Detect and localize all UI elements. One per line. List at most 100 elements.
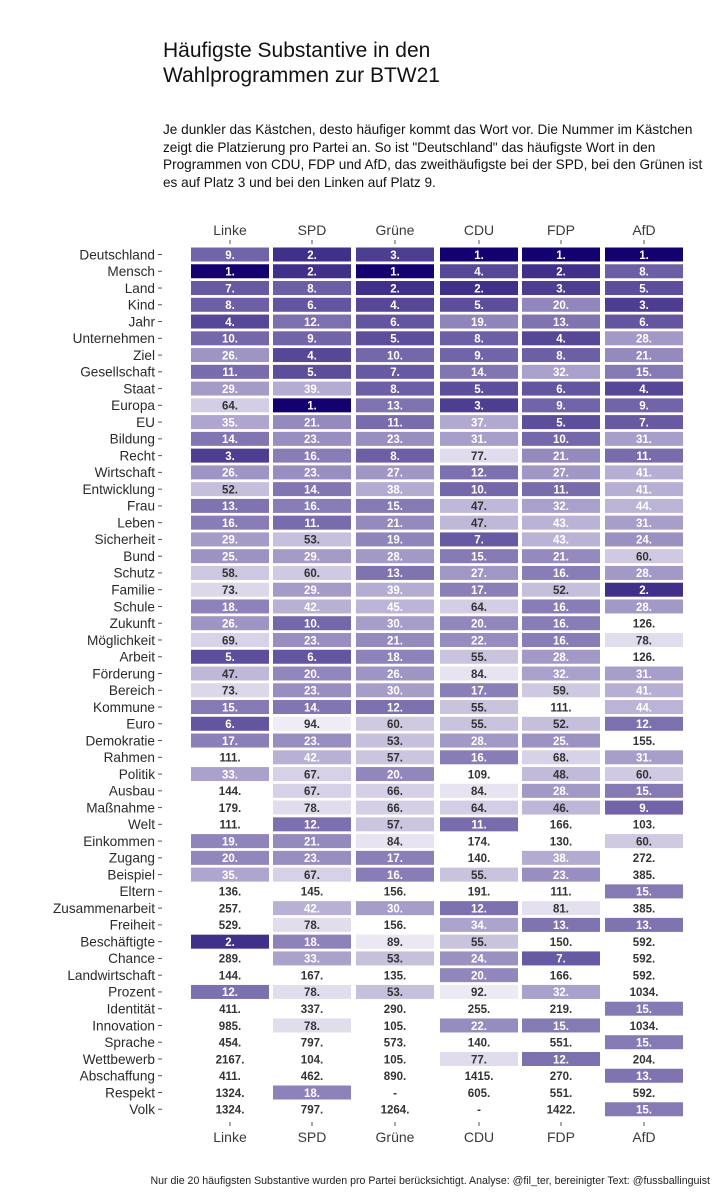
cell-label-14-5: 27. (553, 468, 569, 480)
heatmap-cell-40-3 (356, 901, 434, 916)
row-label-38: Beispiel (107, 867, 155, 882)
cell-label-23-5: 16. (553, 619, 569, 631)
row-label-45: Prozent (108, 985, 155, 1000)
row-label-29: Euro (126, 717, 155, 732)
cell-label-13-5: 21. (553, 451, 569, 463)
cell-label-10-4: 3. (474, 401, 484, 413)
heatmap-cell-17-5 (522, 515, 600, 530)
cell-label-22-1: 18. (222, 602, 238, 614)
heatmap-cell-13-6 (605, 448, 683, 463)
heatmap-cell-30-5 (522, 733, 600, 748)
heatmap-cell-28-3 (356, 700, 434, 715)
cell-label-29-1: 6. (225, 719, 235, 731)
heatmap-cell-35-3 (356, 817, 434, 832)
cell-label-47-1: 985. (219, 1021, 241, 1033)
heatmap-cell-21-4 (440, 582, 518, 597)
heatmap-cell-21-1 (191, 582, 269, 597)
heatmap-cell-23-1 (191, 616, 269, 631)
cell-label-13-3: 8. (390, 451, 400, 463)
cell-label-31-5: 68. (553, 753, 569, 765)
column-label-top-6: AfD (632, 222, 655, 238)
cell-label-38-6: 385. (633, 870, 655, 882)
row-label-11: EU (136, 415, 155, 430)
heatmap-cell-14-5 (522, 465, 600, 480)
cell-label-32-6: 60. (636, 769, 652, 781)
cell-label-8-1: 11. (222, 367, 237, 379)
cell-label-42-4: 55. (471, 937, 487, 949)
cell-label-49-3: 105. (384, 1054, 406, 1066)
cell-label-19-6: 60. (636, 551, 652, 563)
row-label-2: Mensch (107, 264, 155, 279)
cell-label-6-5: 4. (556, 334, 566, 346)
heatmap-cell-47-4 (440, 1018, 518, 1033)
heatmap-cell-1-4 (440, 247, 518, 262)
heatmap-cell-21-6 (605, 582, 683, 597)
cell-label-14-4: 12. (471, 468, 487, 480)
heatmap-cell-32-1 (191, 767, 269, 782)
cell-label-48-2: 797. (301, 1038, 323, 1050)
cell-label-31-2: 42. (304, 753, 320, 765)
heatmap-cell-33-6 (605, 783, 683, 798)
row-label-18: Sicherheit (95, 532, 156, 547)
heatmap-cell-45-5 (522, 984, 600, 999)
heatmap-cell-45-1 (191, 984, 269, 999)
heatmap-cell-34-3 (356, 800, 434, 815)
column-label-bottom-2: SPD (298, 1129, 327, 1145)
cell-label-37-3: 17. (387, 853, 403, 865)
heatmap-cell-25-2 (273, 649, 351, 664)
heatmap-cell-41-2 (273, 917, 351, 932)
heatmap-cell-3-1 (191, 281, 269, 296)
cell-label-1-3: 3. (390, 250, 400, 262)
heatmap-cell-7-6 (605, 348, 683, 363)
heatmap-cell-5-5 (522, 314, 600, 329)
cell-label-43-1: 289. (219, 954, 241, 966)
heatmap-cell-24-6 (605, 632, 683, 647)
cell-label-15-6: 41. (636, 484, 652, 496)
column-label-bottom-1: Linke (213, 1129, 247, 1145)
heatmap-cell-7-3 (356, 348, 434, 363)
heatmap-cell-48-6 (605, 1035, 683, 1050)
cell-label-28-3: 12. (387, 702, 403, 714)
heatmap-cell-33-5 (522, 783, 600, 798)
cell-label-24-6: 78. (636, 635, 652, 647)
heatmap-cell-18-4 (440, 532, 518, 547)
cell-label-29-4: 55. (471, 719, 487, 731)
heatmap-cell-14-4 (440, 465, 518, 480)
heatmap-cell-13-5 (522, 448, 600, 463)
cell-label-34-1: 179. (219, 803, 241, 815)
cell-label-5-3: 6. (390, 317, 400, 329)
heatmap-cell-24-3 (356, 632, 434, 647)
heatmap-cell-29-2 (273, 716, 351, 731)
cell-label-41-5: 13. (553, 920, 569, 932)
cell-label-12-4: 31. (471, 434, 487, 446)
cell-label-9-5: 6. (556, 384, 566, 396)
heatmap-cell-21-5 (522, 582, 600, 597)
cell-label-39-4: 191. (468, 887, 490, 899)
cell-label-20-4: 27. (471, 568, 487, 580)
heatmap-cell-19-5 (522, 549, 600, 564)
heatmap-cell-6-6 (605, 331, 683, 346)
cell-label-38-4: 55. (471, 870, 487, 882)
row-label-22: Schule (113, 599, 155, 614)
heatmap-cell-27-1 (191, 683, 269, 698)
heatmap-cell-31-3 (356, 750, 434, 765)
heatmap-cell-10-2 (273, 398, 351, 413)
cell-label-29-6: 12. (636, 719, 652, 731)
heatmap-cell-29-3 (356, 716, 434, 731)
cell-label-16-6: 44. (636, 501, 652, 513)
cell-label-12-2: 23. (304, 434, 320, 446)
cell-label-26-2: 20. (304, 669, 320, 681)
heatmap-cell-31-5 (522, 750, 600, 765)
row-label-15: Entwicklung (82, 482, 155, 497)
heatmap-cell-7-1 (191, 348, 269, 363)
heatmap-cell-7-2 (273, 348, 351, 363)
heatmap-cell-42-3 (356, 934, 434, 949)
cell-label-20-5: 16. (553, 568, 569, 580)
cell-label-39-5: 111. (550, 887, 571, 899)
heatmap-cell-10-6 (605, 398, 683, 413)
cell-label-47-4: 22. (471, 1021, 487, 1033)
cell-label-31-4: 16. (471, 753, 487, 765)
heatmap-cell-4-2 (273, 297, 351, 312)
cell-label-45-6: 1034. (630, 987, 659, 999)
heatmap-cell-11-6 (605, 415, 683, 430)
